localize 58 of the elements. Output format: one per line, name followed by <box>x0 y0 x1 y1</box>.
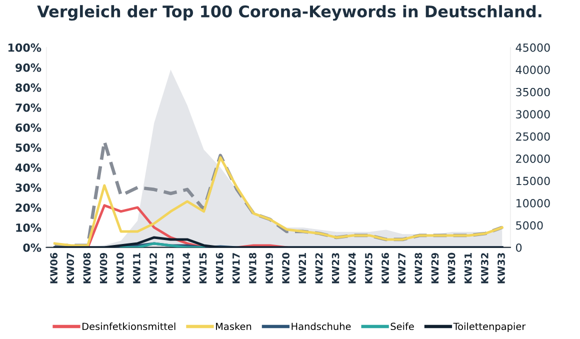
x-tick-label: KW32 <box>481 253 488 284</box>
y-tick-label: 90% <box>16 63 42 72</box>
x-tick-label: KW06 <box>50 252 58 284</box>
x-tick-label: KW17 <box>232 253 240 284</box>
x-tick-label: KW11 <box>133 253 140 284</box>
y-tick-label: 50% <box>16 143 42 152</box>
y-tick-label: 60% <box>16 123 42 132</box>
y-tick-label: 0% <box>23 243 42 252</box>
legend-label: Seife <box>390 322 414 330</box>
y2-tick-label: 40000 <box>516 66 550 74</box>
x-tick-label: KW16 <box>216 252 224 284</box>
y2-tick-label: 15000 <box>516 176 550 186</box>
y-tick-label: 20% <box>16 203 42 212</box>
x-tick-label: KW08 <box>83 252 91 284</box>
x-tick-label: KW29 <box>431 252 439 284</box>
y2-tick-label: 20000 <box>516 154 550 163</box>
y2-tick-label: 45000 <box>516 43 550 52</box>
x-tick-label: KW21 <box>298 253 306 284</box>
x-tick-label: KW23 <box>332 253 340 284</box>
x-tick-label: KW07 <box>66 253 74 284</box>
x-tick-label: KW14 <box>182 252 190 284</box>
x-tick-label: KW20 <box>282 252 290 284</box>
chart-title: Vergleich der Top 100 Corona-Keywords in Deutschland. <box>37 5 542 21</box>
y2-tick-label: 30000 <box>516 110 550 119</box>
y-tick-label: 70% <box>16 103 42 112</box>
line-series <box>53 156 504 247</box>
legend-label: Handschuhe <box>292 322 351 330</box>
legend-label: Desinfetkionsmittel <box>82 322 176 330</box>
y-tick-label: 30% <box>16 183 42 192</box>
x-tick-label: KW12 <box>150 253 157 284</box>
line-series <box>53 236 504 248</box>
y-tick-label: 10% <box>16 223 42 232</box>
y2-tick-label: 35000 <box>516 88 550 96</box>
x-tick-label: KW18 <box>249 252 256 284</box>
x-tick-label: KW19 <box>266 252 273 284</box>
legend-label: Masken <box>216 322 252 330</box>
x-tick-label: KW33 <box>498 253 505 284</box>
x-tick-label: KW31 <box>464 253 472 284</box>
y2-tick-label: 0 <box>516 243 522 252</box>
x-tick-label: KW26 <box>382 252 389 284</box>
x-tick-label: KW27 <box>398 253 406 284</box>
x-tick-label: KW15 <box>199 253 207 284</box>
x-tick-label: KW09 <box>100 252 108 284</box>
x-tick-label: KW30 <box>448 252 456 284</box>
x-tick-label: KW28 <box>414 252 422 284</box>
y2-tick-label: 5000 <box>516 221 543 230</box>
x-tick-label: KW24 <box>348 252 356 284</box>
x-tick-label: KW22 <box>315 253 323 284</box>
y-tick-label: 80% <box>16 83 42 92</box>
x-tick-label: KW13 <box>166 253 174 284</box>
y-tick-label: 40% <box>15 163 42 172</box>
line-series <box>53 140 504 248</box>
y-tick-label: 100% <box>8 43 42 52</box>
x-tick-label: KW10 <box>116 252 124 284</box>
y2-tick-label: 10000 <box>516 199 550 208</box>
legend-label: Toilettenpapier <box>453 322 526 332</box>
x-tick-label: KW25 <box>365 253 372 284</box>
y2-tick-label: 25000 <box>516 132 550 141</box>
